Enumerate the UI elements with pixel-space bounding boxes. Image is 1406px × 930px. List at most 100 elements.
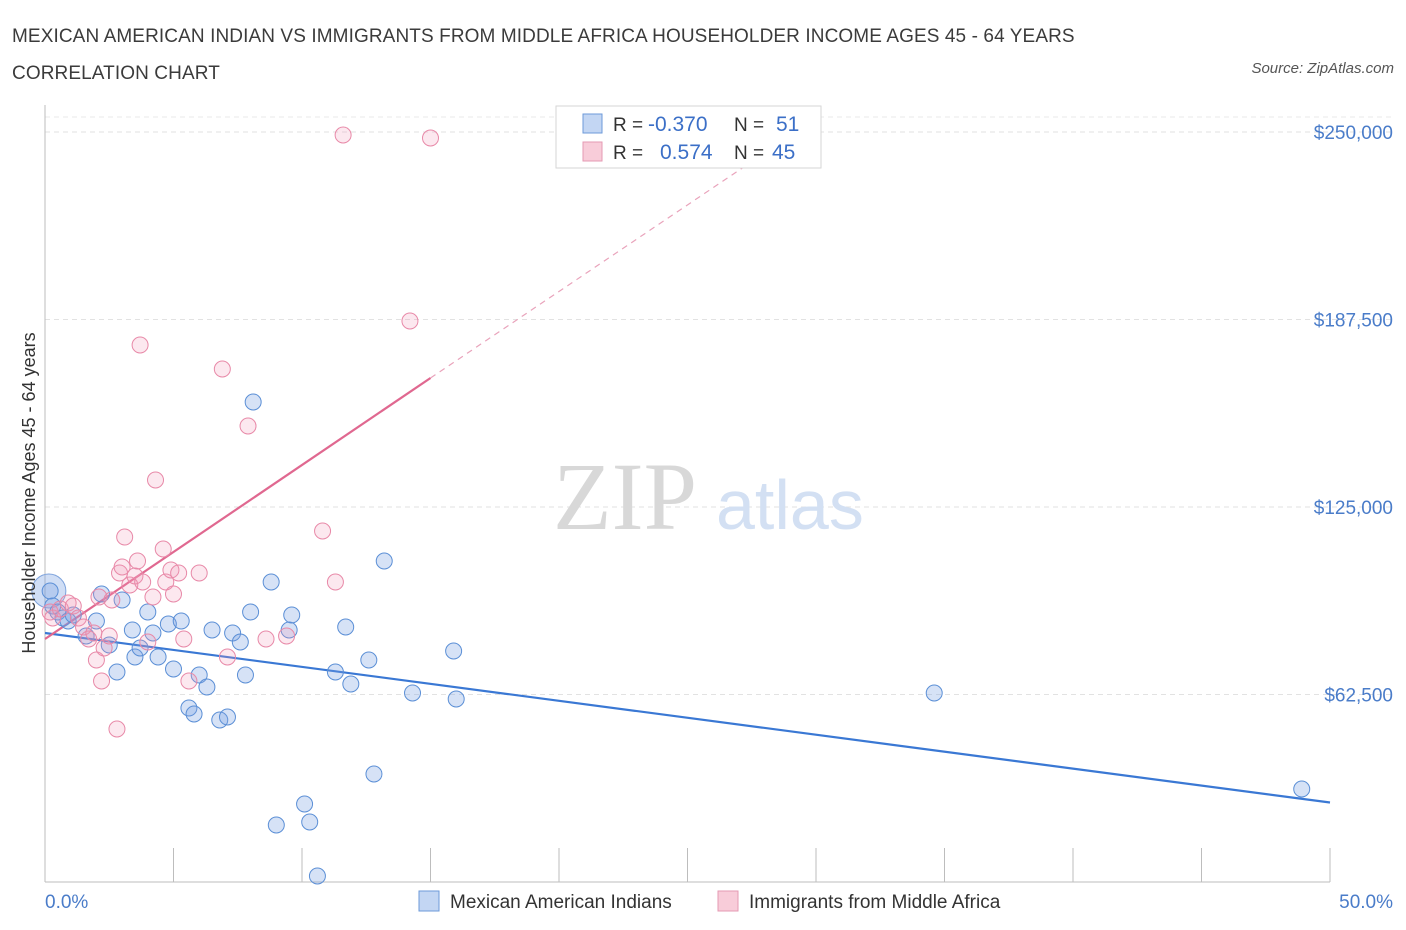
point-blue: [404, 684, 422, 702]
point-blue: [144, 624, 162, 642]
point-pink: [165, 585, 182, 603]
point-pink: [121, 576, 139, 594]
point-blue: [236, 666, 254, 684]
point-blue: [165, 660, 182, 678]
point-pink: [93, 672, 111, 690]
point-blue: [93, 585, 111, 603]
series-legend: Mexican American Indians Immigrants from…: [418, 890, 1001, 913]
point-blue: [925, 684, 943, 702]
point-blue: [149, 648, 167, 666]
point-pink: [116, 528, 134, 546]
point-pink: [422, 129, 439, 147]
point-pink: [170, 564, 188, 582]
point-blue: [283, 606, 301, 624]
stats-r-value-2: 0.574: [660, 141, 713, 164]
point-pink: [180, 672, 198, 690]
point-pink: [103, 591, 121, 609]
point-blue: [296, 795, 314, 813]
stats-n-label-2: N =: [734, 143, 764, 164]
point-pink: [239, 417, 257, 435]
point-pink: [147, 471, 165, 489]
point-blue: [326, 663, 344, 681]
y-axis-label: Householder Income Ages 45 - 64 years: [19, 332, 39, 653]
point-blue: [1293, 780, 1311, 798]
point-pink: [401, 312, 419, 330]
legend-label-pink: Immigrants from Middle Africa: [749, 892, 1001, 913]
point-pink: [108, 720, 126, 738]
point-pink: [69, 609, 87, 627]
point-pink: [314, 522, 332, 540]
stats-n-value-1: 51: [776, 113, 799, 136]
point-blue: [139, 603, 157, 621]
point-blue: [159, 615, 177, 633]
point-blue: [301, 813, 319, 831]
point-pink: [113, 558, 131, 576]
point-blue: [337, 618, 355, 636]
watermark-atlas: atlas: [716, 466, 864, 544]
point-pink: [59, 594, 77, 612]
point-blue: [203, 621, 221, 639]
point-blue: [445, 642, 463, 660]
point-blue: [231, 633, 249, 651]
point-pink: [218, 648, 236, 666]
point-blue: [185, 705, 203, 723]
point-blue: [244, 393, 262, 411]
stats-n-label-1: N =: [734, 115, 764, 136]
point-blue: [100, 636, 118, 654]
point-pink: [213, 360, 231, 378]
point-pink: [90, 588, 108, 606]
legend-swatch-pink: [717, 890, 739, 912]
point-blue: [375, 552, 393, 570]
point-blue: [41, 582, 59, 600]
legend-label-blue: Mexican American Indians: [450, 892, 672, 913]
point-blue: [360, 651, 378, 669]
y-tick-label: $62,500: [1324, 686, 1393, 707]
y-tick-labels: $62,500 $125,000 $187,500 $250,000: [1314, 123, 1393, 707]
y-tick-label: $187,500: [1314, 311, 1393, 332]
point-blue: [242, 603, 260, 621]
point-blue: [108, 663, 126, 681]
point-blue: [308, 867, 326, 885]
point-blue: [198, 678, 216, 696]
stats-legend: R = -0.370 N = 51 R = 0.574 N = 45: [555, 105, 822, 169]
source-label: Source: ZipAtlas.com: [1251, 60, 1394, 77]
point-blue: [126, 648, 144, 666]
point-blue: [342, 675, 360, 693]
point-blue: [113, 591, 131, 609]
stats-swatch-blue: [582, 113, 603, 134]
trend-line-pink-extended: [430, 152, 765, 379]
point-pink: [190, 564, 208, 582]
point-blue: [172, 612, 190, 630]
point-pink: [131, 336, 149, 354]
point-pink: [326, 573, 344, 591]
data-points: [31, 126, 1311, 885]
point-blue: [190, 666, 208, 684]
trend-line-blue: [44, 631, 1331, 804]
point-pink: [334, 126, 352, 144]
stats-r-label-1: R =: [613, 115, 643, 136]
axes: [44, 105, 1331, 883]
point-pink: [154, 540, 172, 558]
point-pink: [144, 588, 162, 606]
x-tick-label-max: 50.0%: [1339, 892, 1393, 913]
legend-swatch-blue: [418, 890, 440, 912]
watermark-zip: ZIP: [553, 443, 697, 550]
point-pink: [100, 627, 118, 645]
x-tick-label-min: 0.0%: [45, 892, 88, 913]
stats-r-value-1: -0.370: [648, 113, 708, 136]
point-pink: [85, 624, 103, 642]
point-blue: [123, 621, 141, 639]
stats-r-label-2: R =: [613, 143, 643, 164]
watermark: ZIP atlas: [553, 443, 864, 550]
point-pink: [175, 630, 193, 648]
stats-swatch-pink: [582, 141, 603, 162]
chart-title: MEXICAN AMERICAN INDIAN VS IMMIGRANTS FR…: [12, 26, 1075, 84]
y-tick-label: $250,000: [1314, 123, 1393, 144]
point-pink: [257, 630, 275, 648]
point-blue: [262, 573, 280, 591]
point-pink: [134, 573, 152, 591]
point-pink: [278, 627, 296, 645]
point-pink: [129, 552, 147, 570]
point-blue: [447, 690, 465, 708]
